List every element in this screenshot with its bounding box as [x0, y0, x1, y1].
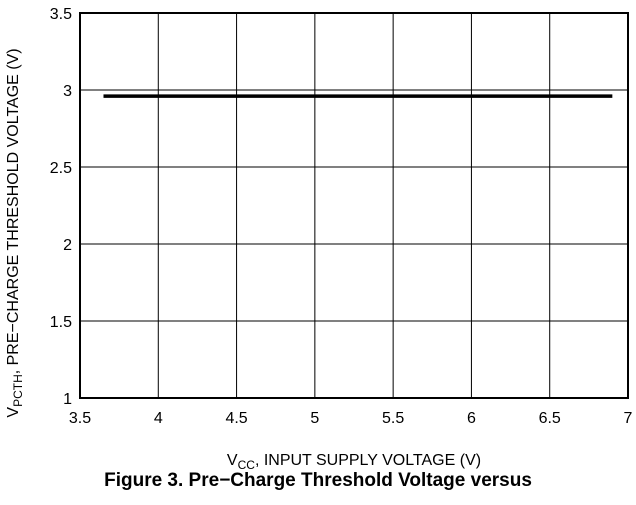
x-axis-label-rest: , INPUT SUPPLY VOLTAGE (V): [255, 452, 481, 469]
plot-frame: [79, 12, 629, 399]
x-axis-label-sub: CC: [238, 458, 256, 470]
y-tick-label: 2.5: [50, 160, 72, 177]
x-tick-label: 3.5: [69, 410, 91, 427]
x-tick-label: 6: [467, 410, 476, 427]
y-tick-label: 3: [63, 83, 72, 100]
x-tick-labels: 3.5 4 4.5 5 5.5 6 6.5 7: [69, 410, 633, 427]
y-axis-label-sub: PCTH: [11, 374, 25, 407]
y-tick-label: 1: [63, 391, 72, 408]
y-tick-label: 1.5: [50, 314, 72, 331]
y-axis-label-main: V: [5, 407, 22, 418]
chart: 3.5 4 4.5 5 5.5 6 6.5 7 11.522.533.5 VCC, INPUT…: [5, 6, 633, 470]
x-tick-label: 4.5: [225, 410, 247, 427]
y-axis-label: VPCTH, PRE−CHARGE THRESHOLD VOLTAGE (V): [5, 48, 25, 417]
y-tick-label: 3.5: [50, 6, 72, 23]
x-tick-label: 5.5: [382, 410, 404, 427]
grid: [79, 12, 629, 399]
x-axis-label: VCC, INPUT SUPPLY VOLTAGE (V): [227, 452, 481, 470]
y-tick-labels: 1 1.5 2 2.5 3 3.5: [50, 6, 72, 408]
x-tick-label: 5: [310, 410, 319, 427]
y-axis-label-rest: , PRE−CHARGE THRESHOLD VOLTAGE (V): [5, 48, 22, 374]
x-tick-label: 4: [154, 410, 163, 427]
y-tick-label: 2: [63, 237, 72, 254]
x-axis-label-main: V: [227, 452, 238, 469]
figure-caption: Figure 3. Pre−Charge Threshold Voltage v…: [104, 470, 532, 491]
x-tick-label: 6.5: [539, 410, 561, 427]
x-tick-label: 7: [624, 410, 633, 427]
